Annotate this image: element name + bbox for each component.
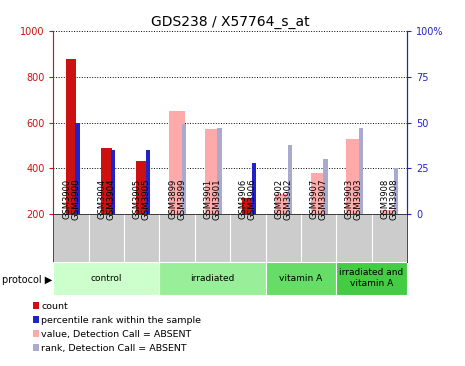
Text: GSM3905: GSM3905	[133, 179, 142, 219]
Text: GSM3907: GSM3907	[319, 178, 327, 220]
Bar	[252, 163, 256, 214]
Text: GSM3905: GSM3905	[142, 178, 151, 220]
Text: GSM3900: GSM3900	[62, 179, 71, 219]
Bar	[359, 128, 363, 214]
Text: vitamin A: vitamin A	[279, 274, 323, 283]
Text: GSM3904: GSM3904	[106, 178, 115, 220]
Bar	[137, 161, 147, 214]
Bar	[66, 59, 76, 214]
Text: GSM3902: GSM3902	[274, 179, 283, 219]
Text: GSM3900: GSM3900	[71, 178, 80, 220]
Text: GSM3906: GSM3906	[248, 178, 257, 220]
Bar	[275, 194, 291, 214]
Bar	[394, 168, 399, 214]
Bar	[218, 128, 222, 214]
Text: GSM3906: GSM3906	[239, 179, 248, 219]
Bar	[182, 124, 186, 214]
Text: GSM3904: GSM3904	[98, 179, 106, 219]
Text: GSM3908: GSM3908	[389, 178, 398, 220]
Text: GSM3903: GSM3903	[345, 179, 354, 219]
Text: rank, Detection Call = ABSENT: rank, Detection Call = ABSENT	[41, 344, 187, 353]
Text: GSM3901: GSM3901	[204, 179, 213, 219]
Bar	[53, 262, 159, 295]
Text: control: control	[91, 274, 122, 283]
Bar	[381, 209, 397, 214]
Bar	[243, 198, 253, 214]
Bar	[169, 111, 185, 214]
Text: percentile rank within the sample: percentile rank within the sample	[41, 316, 201, 325]
Bar	[324, 159, 328, 214]
Text: protocol ▶: protocol ▶	[2, 275, 53, 285]
Text: GSM3899: GSM3899	[168, 179, 177, 219]
Bar	[311, 173, 326, 214]
Text: value, Detection Call = ABSENT: value, Detection Call = ABSENT	[41, 330, 192, 339]
Bar	[146, 150, 150, 214]
Text: irradiated and
vitamin A: irradiated and vitamin A	[339, 268, 404, 288]
Bar	[75, 123, 80, 214]
Text: GSM3899: GSM3899	[177, 178, 186, 220]
Bar	[101, 148, 112, 214]
Bar	[266, 262, 336, 295]
Bar	[205, 130, 220, 214]
Bar	[346, 139, 362, 214]
Bar	[159, 262, 266, 295]
Text: GSM3902: GSM3902	[283, 178, 292, 220]
Text: GSM3907: GSM3907	[310, 179, 319, 219]
Bar	[336, 262, 407, 295]
Text: count: count	[41, 302, 68, 311]
Bar	[288, 145, 292, 214]
Text: GSM3903: GSM3903	[354, 178, 363, 220]
Text: GSM3901: GSM3901	[213, 178, 221, 220]
Title: GDS238 / X57764_s_at: GDS238 / X57764_s_at	[151, 15, 310, 29]
Text: irradiated: irradiated	[190, 274, 235, 283]
Text: GSM3908: GSM3908	[380, 179, 389, 219]
Bar	[111, 150, 115, 214]
